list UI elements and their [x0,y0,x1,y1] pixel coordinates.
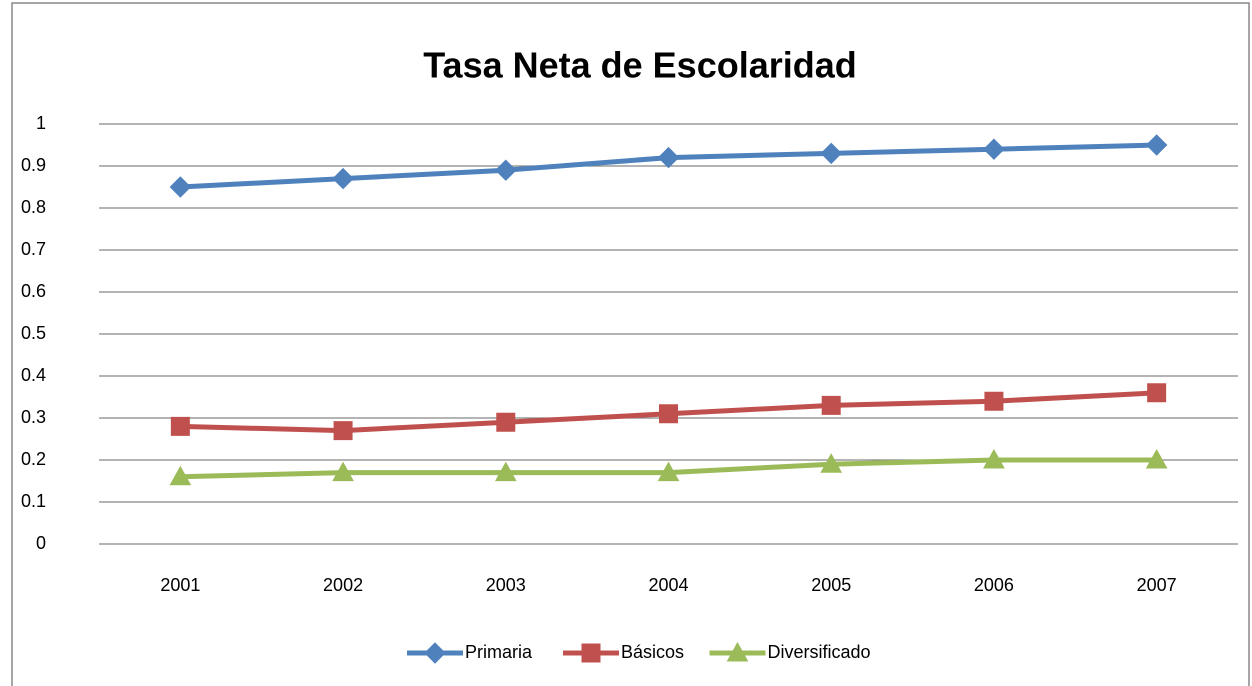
y-tick-label: 0 [36,533,46,553]
data-point [984,391,1004,411]
data-point [657,461,680,482]
legend-label: Diversificado [768,642,871,662]
y-tick-label: 0.2 [21,449,46,469]
y-tick-label: 0.7 [21,239,46,259]
data-point [1145,134,1168,156]
legend-marker [424,642,446,664]
y-tick-label: 0.6 [21,281,46,301]
data-point [496,412,516,432]
data-point [332,461,354,482]
x-tick-label: 2003 [486,575,526,595]
data-point [170,416,190,436]
y-tick-label: 0.3 [21,407,46,427]
y-tick-label: 0.5 [21,323,46,343]
y-tick-label: 0.9 [21,155,46,175]
data-point [820,142,842,165]
data-point [659,404,678,424]
x-tick-label: 2006 [974,575,1014,595]
data-point [983,448,1005,469]
legend-label: Básicos [621,642,684,662]
data-point [821,395,841,415]
data-point [169,176,192,198]
legend-marker [581,643,601,663]
chart-title: Tasa Neta de Escolaridad [423,45,857,86]
y-tick-label: 0.4 [21,365,46,385]
data-point [820,453,843,473]
data-point [983,138,1005,160]
y-tick-label: 0.8 [21,197,46,217]
x-tick-label: 2005 [811,575,851,595]
y-tick-label: 0.1 [21,491,46,511]
data-point [333,421,353,441]
data-point [332,167,354,190]
x-tick-label: 2007 [1137,575,1177,595]
data-point [494,461,517,482]
x-tick-label: 2002 [323,575,363,595]
data-point [657,146,680,169]
chart-frame [11,2,1250,686]
x-tick-label: 2001 [160,575,200,595]
data-point [169,465,192,486]
x-tick-label: 2004 [648,575,688,595]
y-tick-label: 1 [36,113,46,133]
legend-marker [726,641,749,662]
data-point [495,159,517,181]
data-point [1147,383,1167,403]
data-point [1145,448,1168,469]
legend-label: Primaria [465,642,533,662]
